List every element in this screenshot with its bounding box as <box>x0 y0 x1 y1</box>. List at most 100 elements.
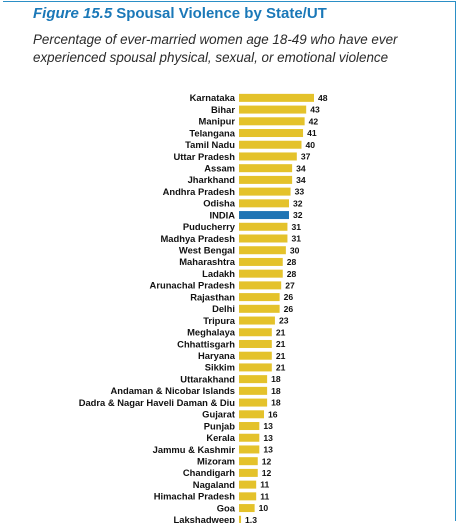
category-label-bihar: Bihar <box>211 104 235 115</box>
value-label-himachal-pradesh: 11 <box>260 491 269 501</box>
value-label-haryana: 21 <box>276 351 286 361</box>
value-label-west-bengal: 30 <box>290 245 300 255</box>
bar-andaman-and-nicobar-islands <box>239 386 268 395</box>
value-label-andhra-pradesh: 33 <box>295 187 305 197</box>
bar-haryana <box>239 351 272 360</box>
figure-subtitle: Percentage of ever-married women age 18-… <box>33 32 398 65</box>
value-label-meghalaya: 21 <box>276 327 286 337</box>
value-label-gujarat: 16 <box>268 409 278 419</box>
category-label-chandigarh: Chandigarh <box>183 467 235 478</box>
value-label-madhya-pradesh: 31 <box>291 234 301 244</box>
bar-arunachal-pradesh <box>239 281 282 290</box>
category-label-andaman-and-nicobar-islands: Andaman & Nicobar Islands <box>110 385 235 396</box>
value-label-manipur: 42 <box>309 116 319 126</box>
category-label-west-bengal: West Bengal <box>179 245 235 256</box>
category-label-karnataka: Karnataka <box>190 92 236 103</box>
category-label-kerala: Kerala <box>206 432 235 443</box>
bar-himachal-pradesh <box>239 492 257 501</box>
bar-lakshadweep <box>239 515 242 523</box>
category-label-telangana: Telangana <box>189 127 235 138</box>
category-label-tamil-nadu: Tamil Nadu <box>185 139 235 150</box>
value-label-delhi: 26 <box>284 304 294 314</box>
category-label-punjab: Punjab <box>204 420 236 431</box>
category-label-ladakh: Ladakh <box>202 268 235 279</box>
bar-madhya-pradesh <box>239 234 288 243</box>
bar-meghalaya <box>239 328 272 337</box>
category-label-puducherry: Puducherry <box>183 221 236 232</box>
category-label-rajasthan: Rajasthan <box>190 291 235 302</box>
value-label-tamil-nadu: 40 <box>306 140 316 150</box>
value-label-jammu-and-kashmir: 13 <box>263 445 273 455</box>
bar-uttarakhand <box>239 375 268 384</box>
value-label-nagaland: 11 <box>260 480 269 490</box>
value-label-odisha: 32 <box>293 198 303 208</box>
category-label-assam: Assam <box>204 162 235 173</box>
category-label-chhattisgarh: Chhattisgarh <box>177 338 235 349</box>
bar-jammu-and-kashmir <box>239 445 260 454</box>
value-label-arunachal-pradesh: 27 <box>285 280 295 290</box>
category-label-maharashtra: Maharashtra <box>179 256 236 267</box>
bar-assam <box>239 164 293 173</box>
category-label-lakshadweep: Lakshadweep <box>174 514 236 523</box>
bar-manipur <box>239 117 305 126</box>
category-label-nagaland: Nagaland <box>193 479 235 490</box>
category-label-jammu-and-kashmir: Jammu & Kashmir <box>153 444 236 455</box>
value-label-assam: 34 <box>296 163 306 173</box>
value-label-lakshadweep: 1.3 <box>245 515 257 523</box>
value-label-tripura: 23 <box>279 316 289 326</box>
bar-maharashtra <box>239 257 283 266</box>
value-label-chhattisgarh: 21 <box>276 339 286 349</box>
value-label-jharkhand: 34 <box>296 175 306 185</box>
figure-label: Figure 15.5 <box>33 5 113 22</box>
bar-ladakh <box>239 269 283 278</box>
category-label-goa: Goa <box>217 502 236 513</box>
value-label-karnataka: 48 <box>318 93 328 103</box>
category-label-tripura: Tripura <box>203 315 236 326</box>
category-label-sikkim: Sikkim <box>205 362 235 373</box>
category-label-andhra-pradesh: Andhra Pradesh <box>163 186 236 197</box>
bar-tamil-nadu <box>239 140 302 149</box>
bar-telangana <box>239 129 304 138</box>
bar-west-bengal <box>239 246 286 255</box>
category-label-mizoram: Mizoram <box>197 455 235 466</box>
category-label-jharkhand: Jharkhand <box>188 174 236 185</box>
category-label-arunachal-pradesh: Arunachal Pradesh <box>150 280 236 291</box>
value-label-dadra-and-nagar-haveli-daman-and-diu: 18 <box>271 398 281 408</box>
figure-border <box>3 1 456 521</box>
value-label-mizoram: 12 <box>262 456 272 466</box>
bar-mizoram <box>239 457 258 466</box>
value-label-sikkim: 21 <box>276 363 286 373</box>
category-label-madhya-pradesh: Madhya Pradesh <box>160 233 235 244</box>
value-label-chandigarh: 12 <box>262 468 272 478</box>
value-label-uttar-pradesh: 37 <box>301 152 311 162</box>
category-label-delhi: Delhi <box>212 303 235 314</box>
bar-gujarat <box>239 410 264 419</box>
bar-uttar-pradesh <box>239 152 297 161</box>
bar-kerala <box>239 433 260 442</box>
value-label-rajasthan: 26 <box>284 292 294 302</box>
bar-karnataka <box>239 93 314 102</box>
value-label-andaman-and-nicobar-islands: 18 <box>271 386 281 396</box>
bar-odisha <box>239 199 289 208</box>
category-label-india: INDIA <box>209 209 235 220</box>
category-label-odisha: Odisha <box>203 198 236 209</box>
category-label-haryana: Haryana <box>198 350 236 361</box>
bar-dadra-and-nagar-haveli-daman-and-diu <box>239 398 268 407</box>
category-label-meghalaya: Meghalaya <box>187 327 236 338</box>
figure-title-text: Spousal Violence by State/UT <box>116 5 327 22</box>
bar-tripura <box>239 316 275 325</box>
bar-puducherry <box>239 222 288 231</box>
value-label-bihar: 43 <box>310 105 320 115</box>
bar-chhattisgarh <box>239 339 272 348</box>
bar-sikkim <box>239 363 272 372</box>
bar-rajasthan <box>239 293 280 302</box>
bar-goa <box>239 504 255 513</box>
category-label-gujarat: Gujarat <box>202 409 235 420</box>
value-label-telangana: 41 <box>307 128 317 138</box>
bar-bihar <box>239 105 307 114</box>
bar-punjab <box>239 422 260 431</box>
bar-delhi <box>239 304 280 313</box>
value-label-puducherry: 31 <box>291 222 301 232</box>
bar-andhra-pradesh <box>239 187 291 196</box>
